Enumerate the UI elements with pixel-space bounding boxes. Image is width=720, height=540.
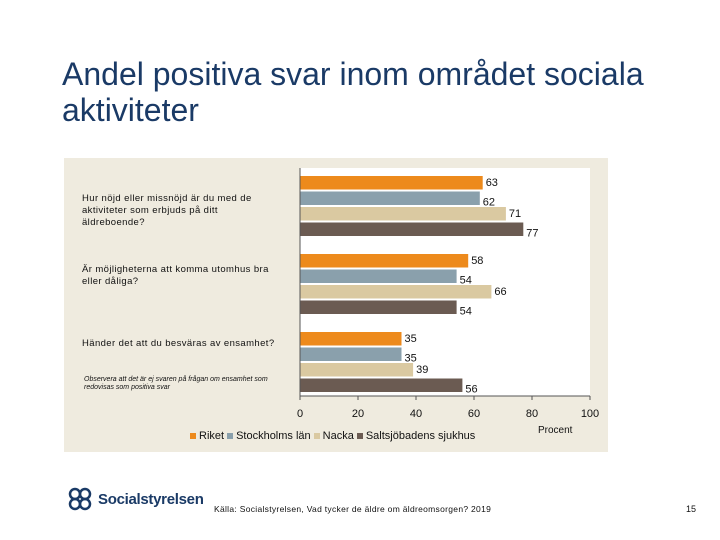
- x-tick-label-20: 20: [352, 408, 364, 420]
- legend-swatch-saltsjobadens-sjukhus: [356, 433, 363, 439]
- legend-item-nacka: Nacka: [313, 430, 354, 442]
- data-label-stockholms-lan-2: 35: [405, 353, 417, 365]
- bar-stockholms-lan-0: [300, 191, 480, 205]
- data-label-saltsjobadens-sjukhus-1: 54: [460, 306, 472, 318]
- category-label-activities: Hur nöjd eller missnöjd är du med de akt…: [82, 193, 252, 228]
- bar-riket-2: [300, 332, 402, 346]
- logo-wordmark: Socialstyrelsen: [98, 490, 204, 508]
- legend-swatch-nacka: [313, 433, 320, 439]
- x-tick-label-80: 80: [526, 408, 538, 420]
- logo-emblem-icon: [68, 487, 92, 511]
- legend-label-riket: Riket: [199, 430, 225, 442]
- data-label-stockholms-lan-1: 54: [460, 275, 472, 287]
- x-tick-label-40: 40: [410, 408, 422, 420]
- legend-item-saltsjobadens-sjukhus: Saltsjöbadens sjukhus: [356, 430, 476, 442]
- data-label-riket-2: 35: [405, 333, 417, 345]
- bar-stockholms-lan-1: [300, 269, 457, 283]
- data-label-saltsjobadens-sjukhus-0: 77: [526, 228, 538, 240]
- data-label-riket-0: 63: [486, 177, 498, 189]
- x-axis-label: Procent: [538, 425, 573, 436]
- legend-label-saltsjobadens-sjukhus: Saltsjöbadens sjukhus: [365, 430, 476, 442]
- bar-saltsjobadens-sjukhus-2: [300, 378, 463, 392]
- socialstyrelsen-logo: Socialstyrelsen: [66, 486, 204, 512]
- legend-swatch-stockholms-lan: [227, 433, 234, 439]
- legend-item-stockholms-lan: Stockholms län: [227, 430, 311, 442]
- source-text: Källa: Socialstyrelsen, Vad tycker de äl…: [214, 504, 492, 514]
- data-label-nacka-0: 71: [509, 208, 521, 220]
- legend-swatch-riket: [190, 433, 196, 439]
- bar-stockholms-lan-2: [300, 347, 402, 361]
- bar-saltsjobadens-sjukhus-1: [300, 300, 457, 314]
- data-label-stockholms-lan-0: 62: [483, 197, 495, 209]
- slide-title: Andel positiva svar inom området sociala…: [62, 56, 644, 128]
- page-number: 15: [686, 504, 697, 514]
- legend-label-stockholms-lan: Stockholms län: [236, 430, 311, 442]
- data-label-riket-1: 58: [471, 255, 483, 267]
- bar-nacka-1: [300, 285, 492, 299]
- x-tick-label-0: 0: [297, 408, 303, 420]
- x-tick-label-60: 60: [468, 408, 480, 420]
- chart-note: Observera att det är ej svaren på frågan…: [84, 376, 268, 391]
- bar-riket-1: [300, 254, 469, 268]
- chart-legend: Riket Stockholms län Nacka Saltsjöbadens…: [190, 430, 478, 442]
- bar-nacka-0: [300, 207, 506, 221]
- category-label-outdoors: Är möjligheterna att komma utomhus bra e…: [82, 264, 269, 287]
- legend-label-nacka: Nacka: [322, 430, 354, 442]
- bar-riket-0: [300, 176, 483, 190]
- data-label-saltsjobadens-sjukhus-2: 56: [465, 384, 477, 396]
- data-label-nacka-2: 39: [416, 364, 428, 376]
- x-tick-label-100: 100: [581, 408, 599, 420]
- bar-saltsjobadens-sjukhus-0: [300, 222, 524, 236]
- legend-item-riket: Riket: [190, 430, 224, 442]
- bar-nacka-2: [300, 363, 414, 377]
- data-label-nacka-1: 66: [494, 286, 506, 298]
- category-label-loneliness: Händer det att du besväras av ensamhet?: [82, 338, 275, 349]
